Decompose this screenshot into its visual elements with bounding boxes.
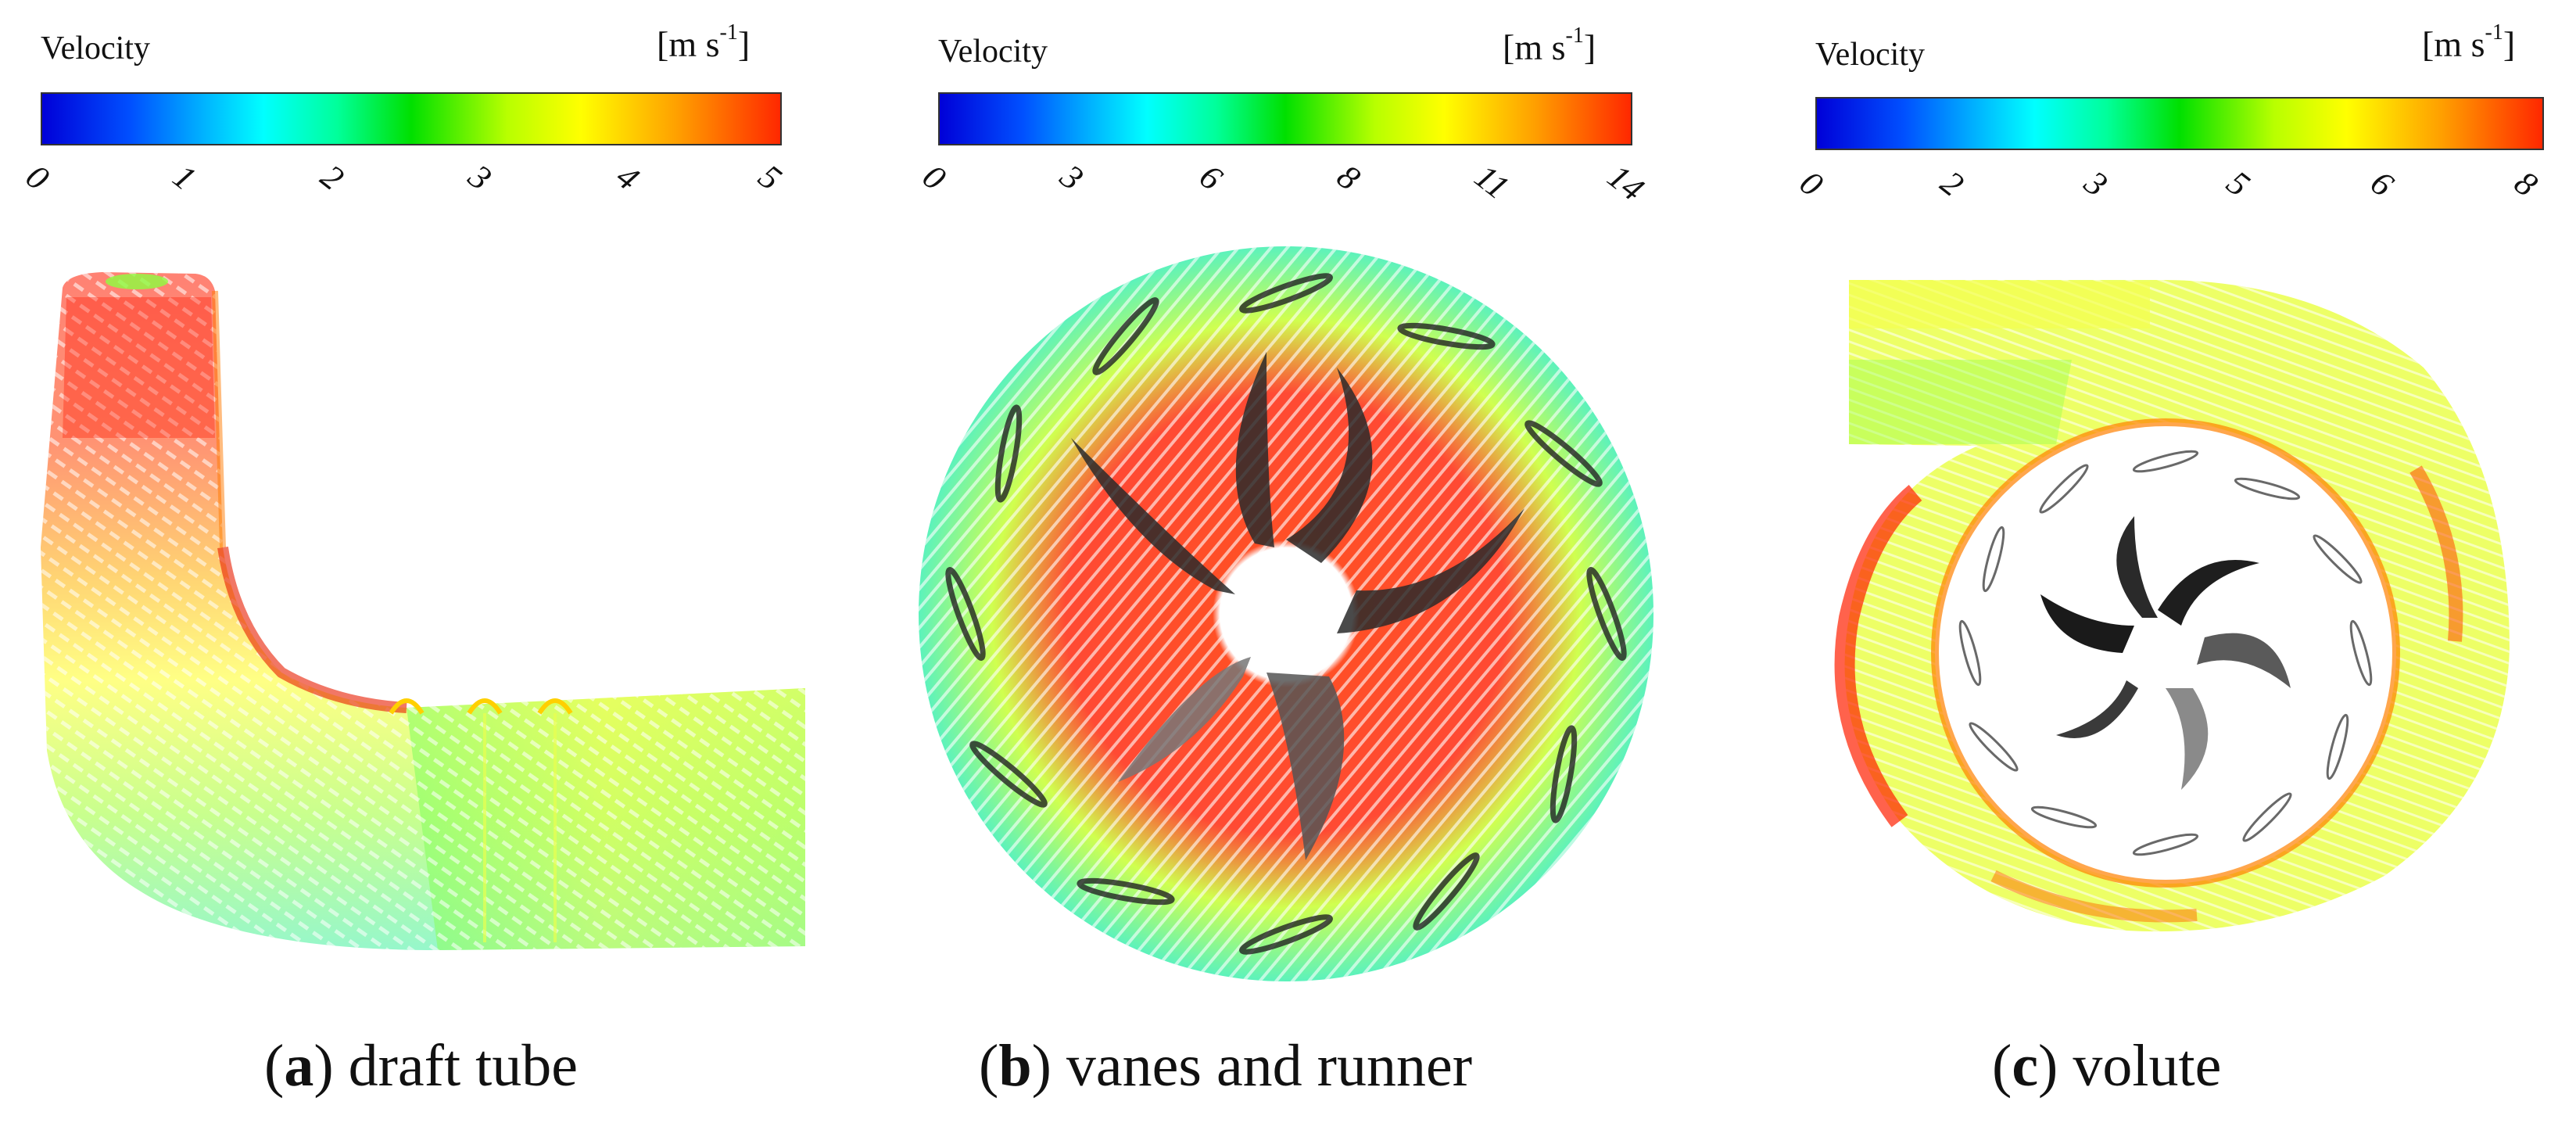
colorbar bbox=[938, 92, 1632, 145]
colorbar bbox=[1815, 97, 2544, 150]
colorbar-unit: [m s-1] bbox=[2422, 20, 2516, 64]
colorbar-unit: [m s-1] bbox=[1503, 23, 1596, 67]
vanes-runner-velocity-vectors bbox=[919, 246, 1653, 981]
volute-velocity-vectors bbox=[1834, 280, 2510, 932]
colorbar-title: Velocity bbox=[938, 34, 1048, 70]
draft-tube-velocity-vectors bbox=[41, 272, 805, 950]
colorbar-unit: [m s-1] bbox=[657, 20, 751, 64]
caption: (a) draft tube bbox=[264, 1033, 578, 1099]
colorbar-title: Velocity bbox=[41, 30, 150, 66]
panel-volute: Velocity [m s-1] 0 2 3 5 6 8 bbox=[1759, 0, 2576, 1130]
colorbar-title: Velocity bbox=[1815, 37, 1925, 73]
panel-vanes-and-runner: Velocity [m s-1] 0 3 6 8 11 14 bbox=[899, 0, 1681, 1130]
colorbar bbox=[41, 92, 782, 145]
panel-draft-tube: Velocity [m s-1] 0 1 2 3 4 5 bbox=[0, 0, 829, 1130]
caption: (b) vanes and runner bbox=[979, 1033, 1473, 1099]
caption: (c) volute bbox=[1992, 1033, 2222, 1099]
